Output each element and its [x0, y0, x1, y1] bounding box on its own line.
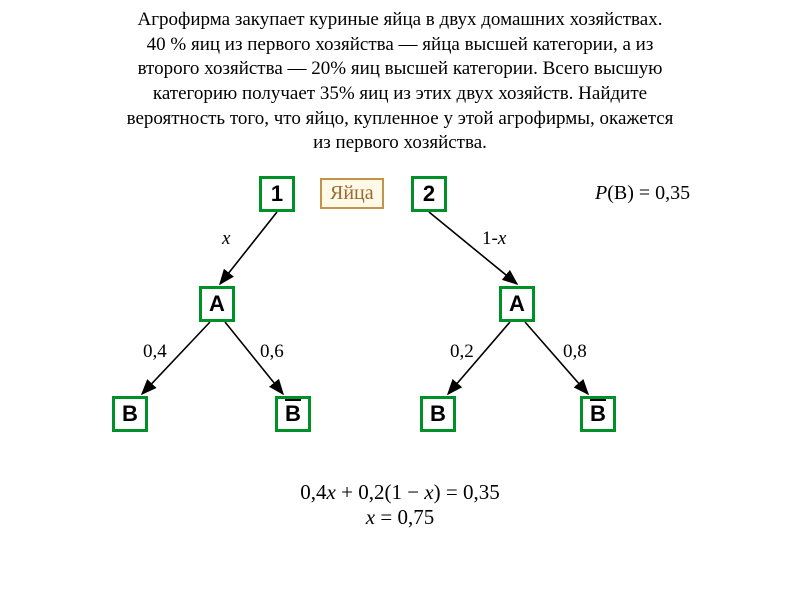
eggs-label: Яйца [320, 178, 384, 209]
equation-1: 0,4x + 0,2(1 − x) = 0,35 [0, 480, 800, 505]
problem-line: вероятность того, что яйцо, купленное у … [127, 108, 674, 129]
node-a-left: A [199, 286, 235, 322]
formula-p-of-b: P(B) = 0,35 [595, 182, 690, 205]
edge-label-0-2: 0,2 [450, 341, 474, 363]
edge-label-0-8: 0,8 [563, 341, 587, 363]
problem-line: категорию получает 35% яиц из этих двух … [153, 83, 647, 104]
edge-label-0-6: 0,6 [260, 341, 284, 363]
node-b-left-left: B [112, 396, 148, 432]
edge-label-one-minus-x: 1-x [482, 228, 506, 250]
problem-line: 40 % яиц из первого хозяйства — яйца выс… [147, 34, 654, 55]
problem-line: второго хозяйства — 20% яиц высшей катег… [138, 58, 663, 79]
problem-statement: Агрофирма закупает куриные яйца в двух д… [0, 0, 800, 156]
solution-equations: 0,4x + 0,2(1 − x) = 0,35 x = 0,75 [0, 480, 800, 530]
problem-line: Агрофирма закупает куриные яйца в двух д… [138, 9, 663, 30]
edge-label-x: x [222, 228, 230, 250]
node-a-right: A [499, 286, 535, 322]
root-node-2: 2 [411, 176, 447, 212]
problem-line: из первого хозяйства. [313, 132, 487, 153]
equation-2: x = 0,75 [0, 505, 800, 530]
edge-label-0-4: 0,4 [143, 341, 167, 363]
node-b-right-left: B [420, 396, 456, 432]
node-bbar-right-right: B [580, 396, 616, 432]
root-node-1: 1 [259, 176, 295, 212]
node-bbar-left-right: B [275, 396, 311, 432]
probability-tree: 1 Яйца 2 A A B B B B x 1-x 0,4 0,6 0,2 0… [0, 166, 800, 476]
